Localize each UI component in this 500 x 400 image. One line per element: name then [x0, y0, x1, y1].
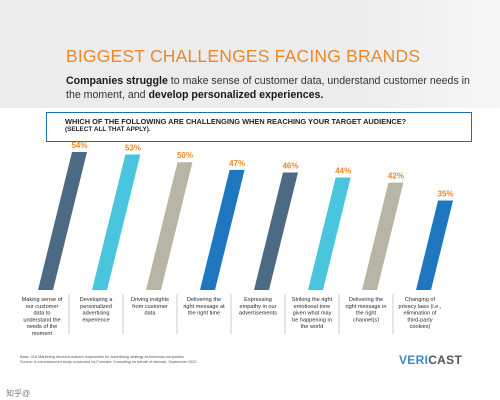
header-band [0, 0, 500, 108]
bar [254, 172, 298, 290]
bar [146, 162, 193, 290]
footnote-base: Base: 316 Marketing decision-makers resp… [20, 355, 184, 359]
footnote-source: Source: A commissioned study conducted b… [20, 360, 197, 364]
question-box: WHICH OF THE FOLLOWING ARE CHALLENGING W… [46, 112, 472, 142]
bar [38, 152, 87, 290]
bar [308, 177, 351, 290]
bar-value-label: 42% [388, 172, 404, 181]
subtitle-bold-1: Companies struggle [66, 75, 168, 87]
page-title: BIGGEST CHALLENGES FACING BRANDS [66, 46, 421, 66]
bar-value-label: 46% [282, 161, 298, 170]
bar-value-label: 53% [125, 144, 141, 153]
category-label: Expressing empathy in our advertisements [239, 297, 277, 317]
bar [200, 169, 245, 290]
subtitle-bold-2: develop personalized experiences. [148, 89, 324, 101]
logo-accent: VERI [399, 353, 429, 367]
challenges-bar-chart: 54% Making sense of our customer data to und… [22, 141, 454, 337]
bar [416, 200, 454, 290]
bar [362, 182, 404, 290]
logo-rest: CAST [428, 353, 463, 367]
bar-value-label: 54% [71, 141, 87, 150]
category-label: Making sense of our customer data to unders… [22, 297, 63, 337]
category-label: Delivering the right message in the right c… [345, 297, 386, 323]
subtitle-text-1: to make sense of customer data, understa… [66, 75, 470, 101]
survey-question-note: (SELECT ALL THAT APPLY). [65, 126, 151, 133]
category-label: Driving insights from customer data [131, 297, 169, 317]
bar-value-label: 50% [177, 151, 193, 160]
watermark: 知乎@ [6, 389, 31, 398]
page-subtitle: Companies struggle to make sense of cust… [66, 74, 486, 102]
category-label: Striking the right emotional tone given wh… [292, 297, 333, 330]
category-label: Changing of privacy laws (i.e., eliminatio… [399, 297, 442, 330]
survey-question: WHICH OF THE FOLLOWING ARE CHALLENGING W… [65, 117, 407, 126]
footnote: Base: 316 Marketing decision-makers resp… [20, 355, 350, 365]
category-label: Developing a personalized advertising exper… [80, 297, 114, 323]
bar [92, 154, 141, 290]
bar-value-label: 35% [438, 190, 454, 199]
bar-value-label: 47% [229, 159, 245, 168]
category-label: Delivering the right message at the right … [183, 297, 225, 317]
vericast-logo: VERICAST [399, 353, 462, 367]
bar-value-label: 44% [335, 167, 351, 176]
